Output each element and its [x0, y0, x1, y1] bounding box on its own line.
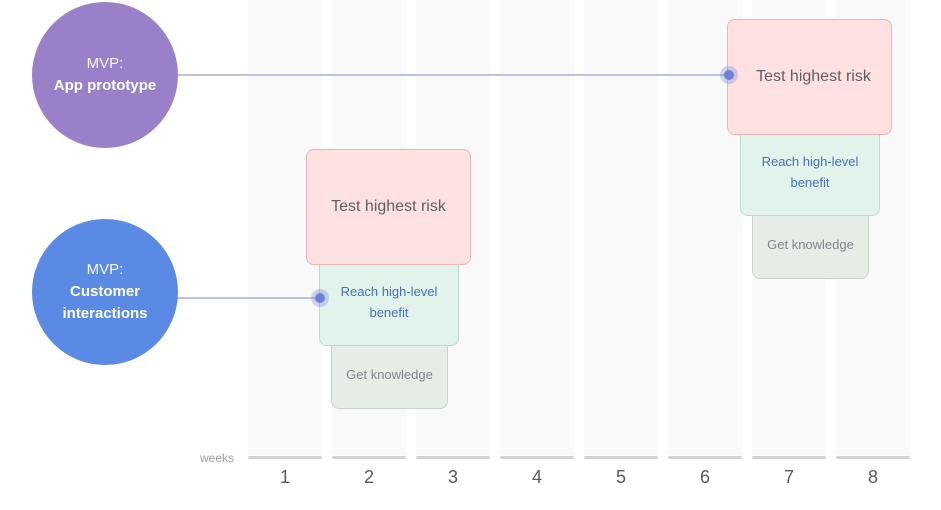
week-number-1: 1	[279, 467, 290, 487]
risk-label: Test highest risk	[756, 68, 871, 85]
mvp-name: App prototype	[53, 77, 157, 94]
week-bar-4	[500, 456, 574, 459]
week-number-2: 2	[363, 467, 374, 487]
week-bar-5	[584, 456, 658, 459]
week-bar-3	[416, 456, 490, 459]
week-number-6: 6	[699, 467, 710, 487]
risk-label: Test highest risk	[331, 198, 446, 215]
week-bar-1	[248, 456, 322, 459]
week-number-8: 8	[867, 467, 878, 487]
app-prototype-knowledge-card: Get knowledge	[752, 209, 869, 279]
customer-interactions-risk-card: Test highest risk	[306, 149, 471, 265]
customer-interactions-knowledge-card: Get knowledge	[331, 339, 448, 409]
customer-interactions-connector	[176, 297, 320, 299]
knowledge-label: Get knowledge	[767, 236, 854, 252]
week-number-7: 7	[783, 467, 794, 487]
mvp-app-prototype: MVP: App prototype	[32, 2, 178, 148]
mvp-tag: MVP:	[86, 55, 124, 72]
app-prototype-connector	[176, 74, 728, 76]
week-column-4	[500, 0, 574, 455]
customer-interactions-start-marker	[315, 293, 325, 303]
week-number-3: 3	[447, 467, 458, 487]
knowledge-label: Get knowledge	[346, 366, 433, 382]
week-bar-2	[332, 456, 406, 459]
benefit-label: Reach high-level benefit	[340, 283, 438, 320]
week-number-4: 4	[531, 467, 542, 487]
app-prototype-benefit-card: Reach high-level benefit	[740, 127, 880, 216]
mvp-tag: MVP:	[86, 261, 124, 278]
app-prototype-risk-card: Test highest risk	[727, 19, 892, 135]
mvp-name: Customer interactions	[62, 283, 148, 322]
week-number-5: 5	[615, 467, 626, 487]
weeks-axis-label: weeks	[200, 451, 235, 465]
week-bar-6	[668, 456, 742, 459]
app-prototype-start-marker	[724, 70, 734, 80]
customer-interactions-benefit-card: Reach high-level benefit	[319, 257, 459, 346]
week-column-5	[584, 0, 658, 455]
benefit-label: Reach high-level benefit	[761, 153, 859, 190]
week-bar-7	[752, 456, 826, 459]
week-bar-8	[836, 456, 910, 459]
mvp-customer-interactions: MVP: Customer interactions	[32, 219, 178, 365]
